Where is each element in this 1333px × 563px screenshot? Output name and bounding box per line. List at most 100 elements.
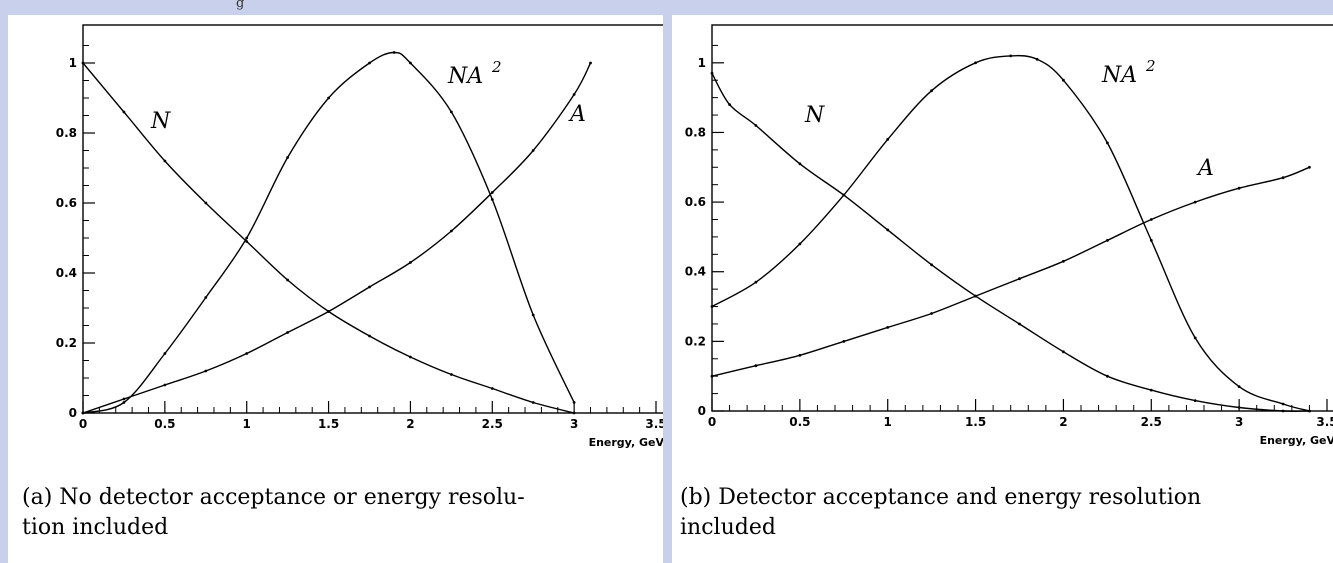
caption-a: (a) No detector acceptance or energy res…	[22, 483, 525, 543]
data-point-na2	[1062, 78, 1065, 82]
data-point-a	[163, 383, 167, 387]
x-tick-label: 1	[243, 417, 251, 431]
x-tick-label: 2	[1059, 415, 1067, 429]
data-point-na2	[1009, 54, 1013, 58]
x-tick-label: 0	[79, 417, 87, 431]
data-point-na2	[1308, 409, 1311, 413]
data-point-n	[409, 355, 412, 359]
data-point-n	[163, 159, 167, 163]
x-tick-label: 3	[1235, 415, 1243, 429]
data-point-a	[490, 191, 494, 194]
y-tick-label: 0.2	[56, 336, 77, 350]
x-tick-label: 3	[570, 417, 578, 431]
data-point-na2	[490, 198, 494, 201]
data-point-na2	[368, 61, 371, 65]
y-tick-label: 0.4	[685, 265, 706, 279]
data-point-na2	[842, 193, 846, 197]
x-tick-label: 2.5	[482, 417, 503, 431]
data-point-na2	[1281, 402, 1285, 406]
x-tick-label: 1.5	[965, 415, 986, 429]
y-tick-label: 1	[69, 56, 77, 70]
data-point-a	[286, 331, 289, 334]
data-point-a	[368, 285, 371, 289]
data-point-na2	[1193, 336, 1197, 340]
data-point-a	[1018, 277, 1021, 281]
data-point-a	[572, 93, 576, 96]
data-point-a	[531, 149, 535, 152]
curve-label-a: A	[1196, 156, 1214, 181]
data-point-a	[589, 61, 592, 65]
curve-label-superscript: 2	[491, 58, 502, 76]
y-tick-label: 0.8	[685, 125, 706, 139]
series-line-n	[711, 72, 1310, 412]
data-point-na2	[122, 401, 126, 404]
caption-b-line1: (b) Detector acceptance and energy resol…	[680, 485, 1202, 510]
data-point-a	[974, 294, 977, 298]
curve-label-superscript: 2	[1145, 57, 1156, 75]
data-point-n	[930, 263, 933, 267]
plot-frame	[82, 24, 663, 414]
data-point-n	[1062, 350, 1065, 354]
data-point-na2	[409, 61, 412, 65]
x-tick-label: 1.5	[318, 417, 339, 431]
data-point-n	[1106, 374, 1109, 378]
data-point-a	[710, 374, 714, 378]
data-point-a	[754, 364, 758, 368]
data-point-n	[245, 240, 249, 243]
data-point-n	[531, 401, 535, 404]
top-strip: g	[0, 0, 1333, 15]
data-point-n	[490, 387, 494, 390]
y-tick-label: 0	[69, 406, 77, 420]
x-axis-label: Energy, GeV	[1260, 434, 1333, 447]
data-point-a	[1308, 165, 1311, 169]
series-line-na2	[711, 54, 1310, 412]
data-point-na2	[1106, 141, 1109, 145]
data-point-n	[728, 103, 731, 106]
y-tick-label: 0.6	[56, 196, 77, 210]
x-tick-label: 3.5	[645, 417, 663, 431]
chart-b: 0 0.2 0.4 0.6 0.8 1 0 0.5 1 1.5 2 2.5 3 3.5 Energy, Ge…	[685, 24, 1333, 447]
data-point-n	[1018, 322, 1021, 326]
data-point-na2	[798, 242, 802, 246]
data-point-na2	[754, 280, 758, 284]
data-point-na2	[531, 313, 535, 317]
curve-label-na2: NA	[447, 64, 483, 89]
data-point-n	[1281, 409, 1285, 413]
caption-b-line2: included	[680, 515, 776, 540]
data-point-na2	[450, 110, 453, 114]
data-point-a	[1237, 186, 1241, 190]
data-point-a	[409, 261, 412, 264]
data-point-a	[450, 229, 453, 233]
caption-b: (b) Detector acceptance and energy resol…	[680, 483, 1201, 543]
panel-b: 0 0.2 0.4 0.6 0.8 1 0 0.5 1 1.5 2 2.5 3 3.5 Energy, Ge…	[672, 15, 1333, 563]
y-tick-label: 0.6	[685, 195, 706, 209]
x-axis-label: Energy, GeV	[589, 436, 663, 449]
caption-a-line1: (a) No detector acceptance or energy res…	[22, 485, 525, 510]
y-tick-label: 1	[698, 56, 706, 70]
curve-label-n: N	[804, 103, 825, 128]
data-point-a	[1281, 176, 1285, 180]
data-point-a	[842, 340, 846, 343]
data-point-n	[1193, 399, 1197, 402]
data-point-na2	[886, 138, 890, 141]
data-point-a	[798, 353, 802, 357]
data-point-na2	[1035, 57, 1039, 61]
data-point-na2	[245, 236, 249, 240]
x-tick-label: 2.5	[1141, 415, 1162, 429]
x-tick-label: 1	[884, 415, 892, 429]
data-point-a	[886, 326, 890, 329]
data-point-a	[122, 397, 126, 401]
data-point-n	[204, 201, 208, 205]
x-tick-label: 2	[406, 417, 414, 431]
data-point-a	[204, 369, 208, 373]
plot-frame	[711, 24, 1333, 412]
data-point-n	[886, 228, 890, 232]
data-point-a	[1193, 200, 1197, 204]
data-point-a	[1106, 239, 1109, 242]
data-point-na2	[930, 89, 933, 93]
data-point-na2	[1149, 239, 1153, 242]
series-line-a	[711, 166, 1310, 377]
data-point-na2	[572, 401, 576, 404]
data-point-a	[1149, 218, 1153, 221]
